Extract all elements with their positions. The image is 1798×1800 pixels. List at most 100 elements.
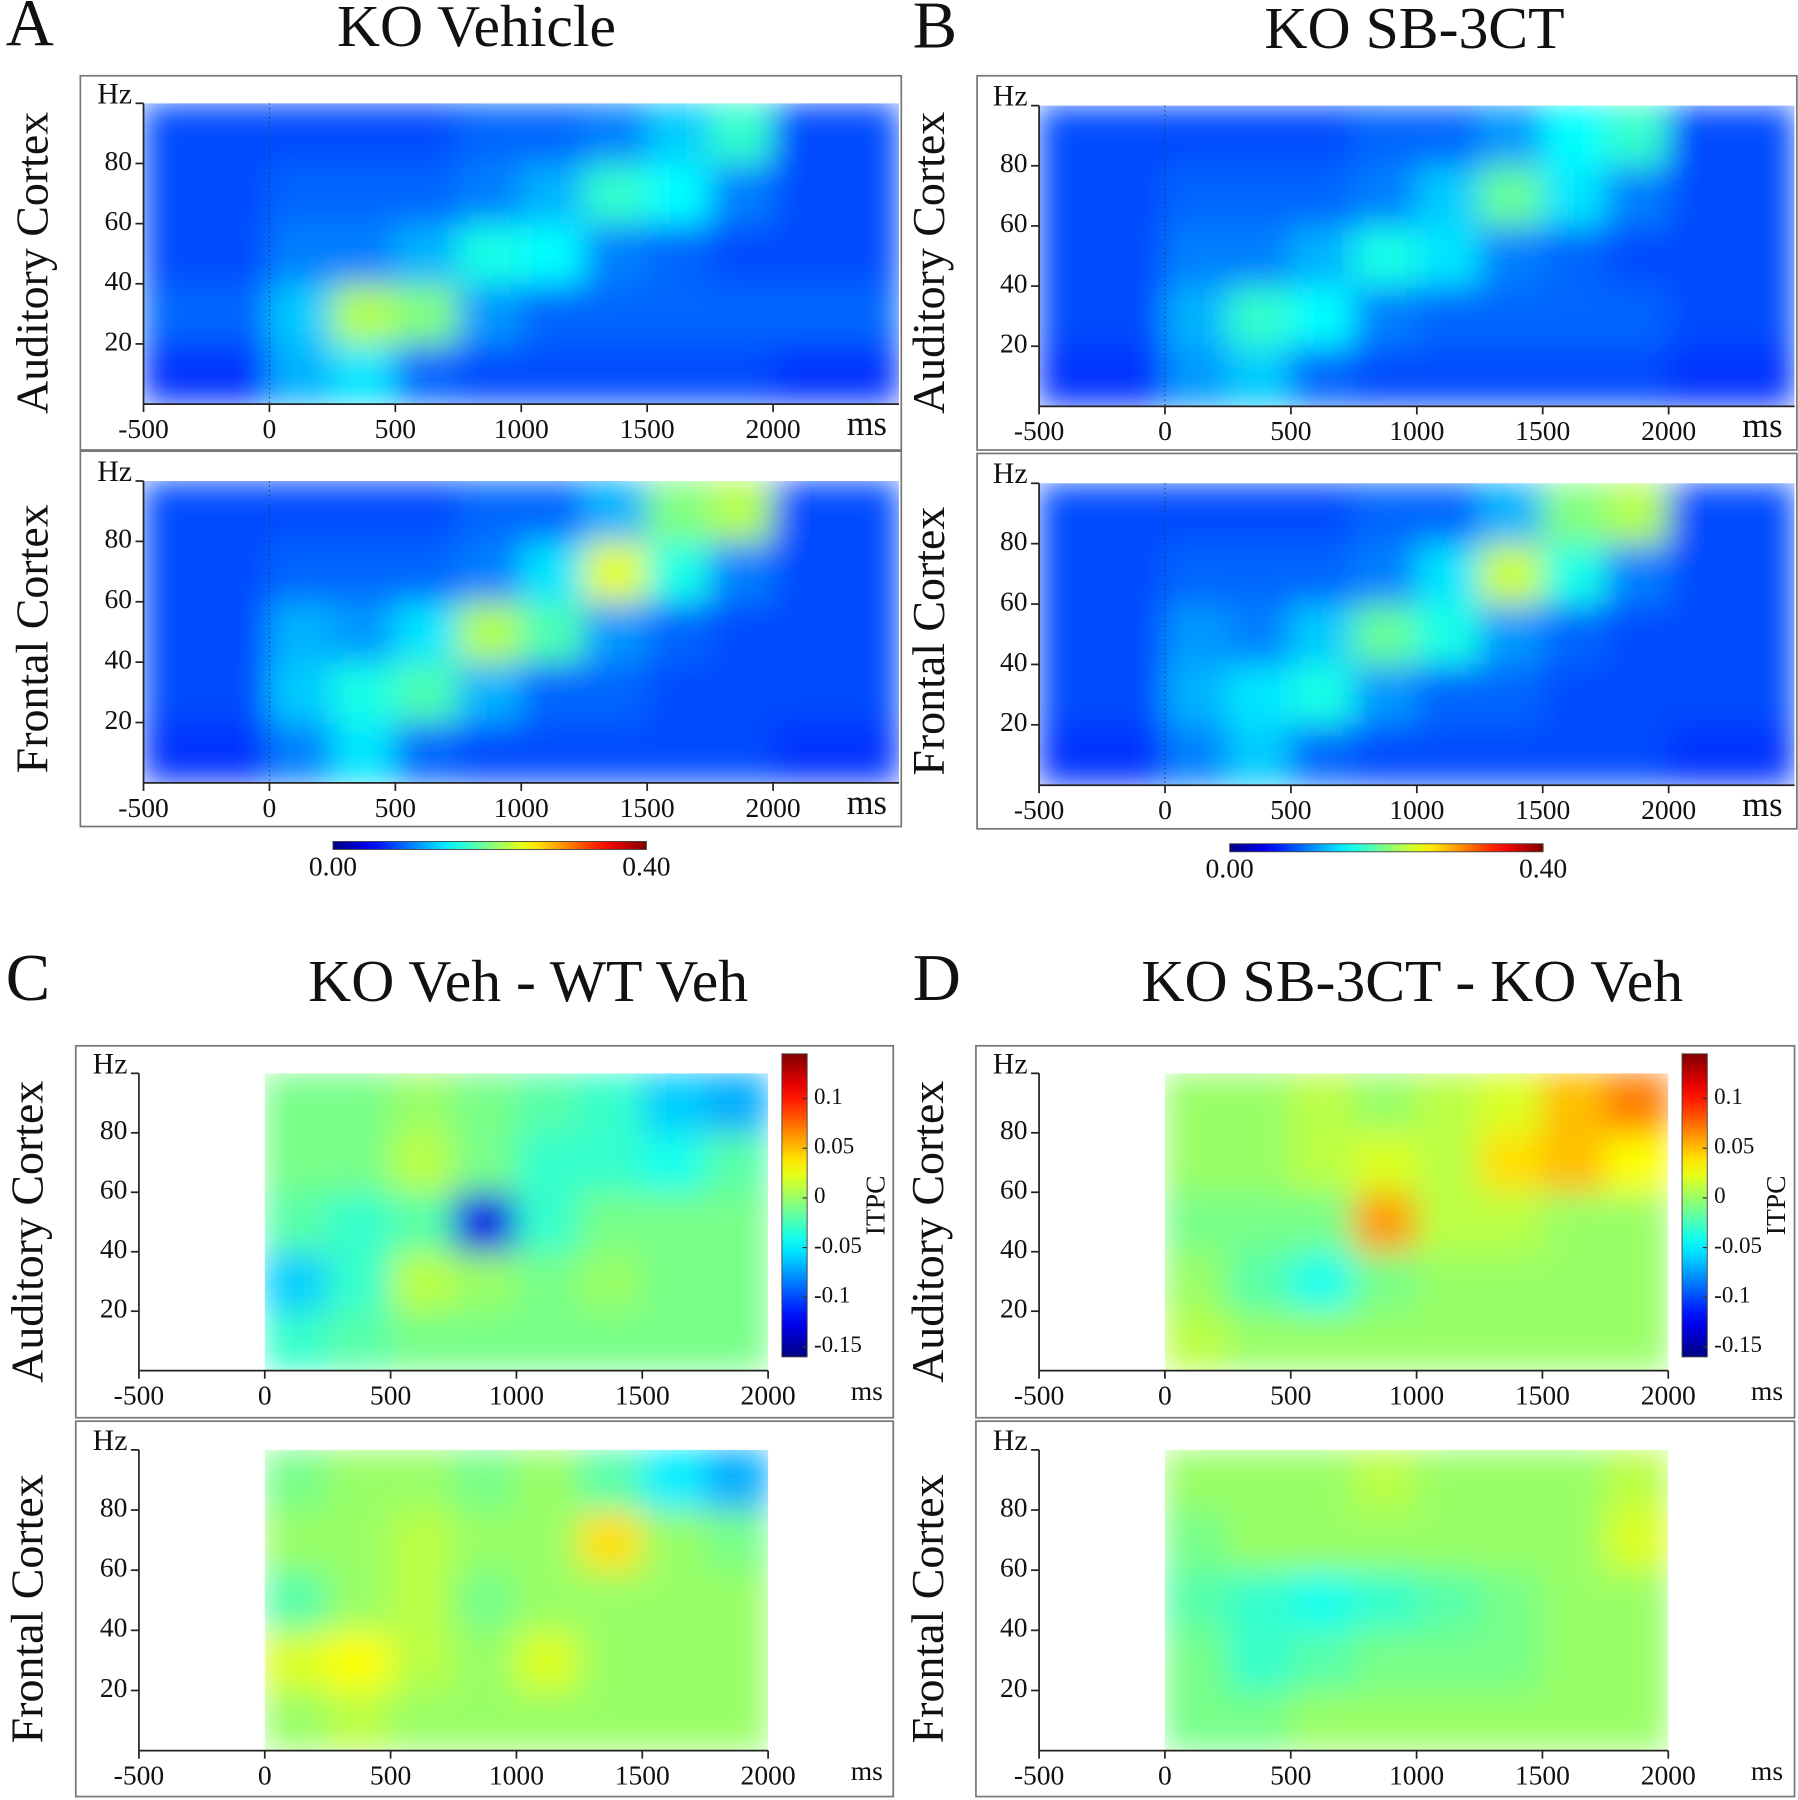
y-unit: Hz (93, 1047, 128, 1080)
heatmap-cell (641, 1073, 706, 1134)
heatmap-cell (1731, 285, 1795, 347)
colorbar-tick-label: 0.40 (622, 850, 670, 881)
y-tick-label: 40 (100, 1612, 128, 1643)
heatmap-cell (1353, 105, 1418, 167)
heatmap-cell (143, 162, 208, 225)
heatmap-clip (143, 103, 899, 405)
heatmap-cell (1227, 165, 1292, 227)
heatmap-cell (1039, 483, 1103, 545)
heatmap-cell (390, 1449, 455, 1511)
heatmap-cell (646, 601, 711, 663)
heatmap-cell (1668, 165, 1733, 227)
heatmap-cell (457, 343, 522, 405)
heatmap-cell (704, 1191, 769, 1253)
heatmap (1039, 105, 1795, 407)
heatmap-cell (1227, 724, 1292, 786)
y-unit: Hz (993, 457, 1028, 490)
heatmap-cell (327, 1629, 392, 1692)
heatmap-cell (1290, 603, 1355, 666)
colorbar-tick-label: 0.1 (814, 1084, 843, 1109)
heatmap-cell (331, 601, 396, 663)
y-tick-label: 80 (1000, 1114, 1028, 1145)
heatmap-cell (1542, 285, 1607, 347)
y-tick-label: 80 (104, 523, 132, 554)
heatmap-cell (515, 1629, 580, 1692)
colorbar (781, 1053, 808, 1358)
x-unit: ms (847, 784, 887, 822)
heatmap-cell (583, 162, 648, 225)
heatmap-cell (515, 1191, 580, 1253)
heatmap-cell (646, 343, 711, 405)
heatmap-cell (641, 1509, 706, 1571)
heatmap-cell (1353, 724, 1418, 786)
colorbar-tick-label: -0.15 (814, 1332, 862, 1357)
heatmap-cell (1164, 1073, 1229, 1134)
x-tick-label: 2000 (1641, 1760, 1696, 1791)
row-label: Frontal Cortex (902, 1474, 953, 1743)
y-tick-label: 40 (104, 265, 132, 296)
x-unit: ms (1742, 786, 1782, 824)
heatmap-cell (1731, 225, 1795, 287)
heatmap-cell (205, 162, 271, 225)
heatmap-cell (646, 162, 711, 225)
x-tick-label: 1000 (494, 413, 549, 444)
heatmap-cell (268, 162, 333, 225)
heatmap-cell (1353, 483, 1418, 545)
heatmap-cell (772, 103, 837, 165)
heatmap-cell (1039, 543, 1103, 605)
heatmap-cell (452, 1251, 518, 1312)
heatmap-cell (394, 162, 459, 225)
y-tick-label: 80 (104, 145, 132, 176)
heatmap-cell (1227, 1251, 1292, 1312)
heatmap-cell (1290, 1689, 1355, 1751)
panel-frame (976, 74, 1798, 451)
heatmap-cell (1227, 285, 1292, 347)
heatmap-cell (327, 1132, 392, 1193)
x-tick-label: 2000 (1641, 415, 1696, 446)
heatmap-cell (1353, 1509, 1418, 1571)
heatmap-cell (394, 721, 459, 783)
heatmap-cell (452, 1191, 518, 1253)
heatmap-cell (641, 1569, 706, 1631)
colorbar-tick-label: -0.1 (1714, 1283, 1750, 1308)
colorbar-tick-label: 0.00 (1206, 853, 1254, 884)
heatmap-cell (394, 283, 459, 345)
heatmap-cell (1479, 663, 1544, 726)
heatmap-cell (646, 283, 711, 345)
y-tick-label: 40 (1000, 1612, 1028, 1643)
heatmap-clip (1164, 1449, 1669, 1751)
heatmap-cell (331, 103, 396, 165)
heatmap-cell (452, 1569, 518, 1631)
heatmap-cell (520, 601, 585, 663)
heatmap-cell (1227, 543, 1292, 605)
x-tick-label: 0 (258, 1760, 272, 1791)
y-unit: Hz (993, 80, 1028, 113)
heatmap-cell (1227, 1569, 1292, 1631)
heatmap-cell (457, 601, 522, 663)
panel-letter: B (913, 0, 957, 62)
heatmap-cell (520, 343, 585, 405)
heatmap (264, 1073, 769, 1371)
x-tick-label: 500 (1270, 794, 1311, 825)
heatmap-cell (143, 103, 208, 165)
heatmap-cell (583, 540, 648, 603)
heatmap-cell (1668, 483, 1733, 545)
heatmap-cell (1290, 1073, 1355, 1134)
colorbar-tick-label: 0 (1714, 1183, 1725, 1208)
heatmap-cell (1731, 603, 1795, 666)
heatmap-cell (835, 480, 899, 542)
heatmap-cell (1164, 1629, 1229, 1692)
y-tick-label: 80 (1000, 1491, 1028, 1522)
heatmap-cell (1668, 663, 1733, 726)
heatmap-cell (1164, 105, 1229, 167)
heatmap-cell (1479, 165, 1544, 227)
y-unit: Hz (993, 1047, 1028, 1080)
heatmap-cell (268, 661, 333, 724)
heatmap-cell (1479, 345, 1544, 407)
heatmap-cell (520, 223, 585, 285)
heatmap-cell (1101, 603, 1166, 666)
x-tick-label: 1000 (1389, 794, 1444, 825)
heatmap-cell (1416, 1251, 1481, 1312)
panel-title: KO Vehicle (337, 0, 616, 59)
heatmap-cell (457, 721, 522, 783)
